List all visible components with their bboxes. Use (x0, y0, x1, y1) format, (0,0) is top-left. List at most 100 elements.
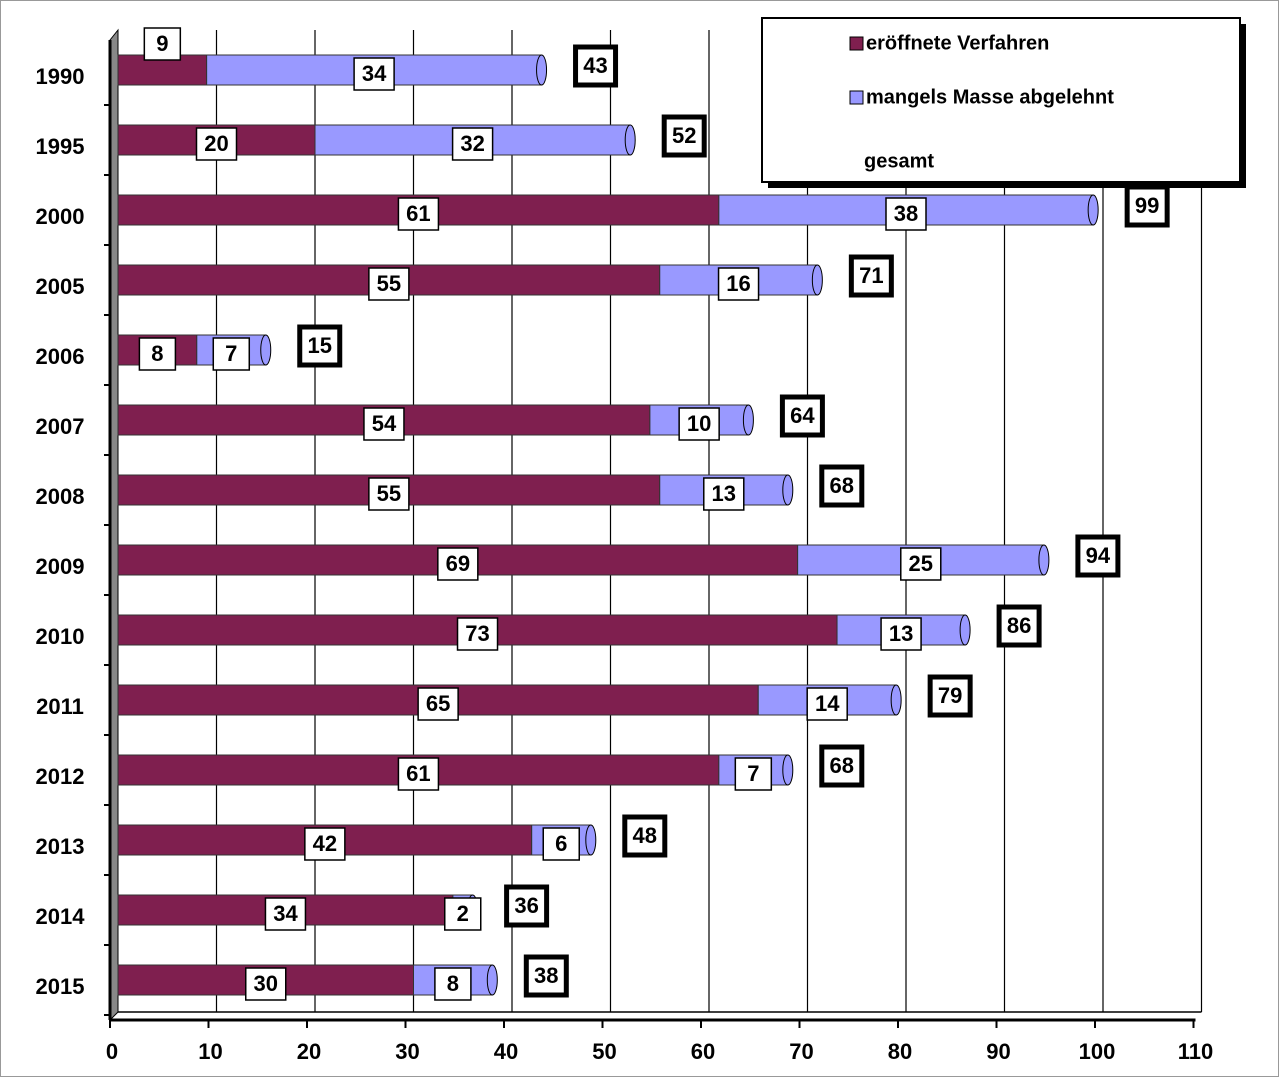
x-tick-label: 60 (691, 1039, 715, 1064)
value-label: 8 (447, 971, 459, 996)
total-label: 38 (534, 963, 558, 988)
value-label: 2 (457, 901, 469, 926)
value-label: 61 (406, 761, 430, 786)
value-label-box (444, 897, 482, 931)
x-tick-label: 40 (494, 1039, 518, 1064)
value-label-box (717, 267, 760, 301)
value-label-box (397, 757, 440, 791)
y-tick-label: 2013 (36, 834, 85, 859)
value-label: 69 (446, 551, 470, 576)
value-label: 32 (460, 131, 484, 156)
total-label-box (297, 324, 343, 368)
legend-swatch (849, 36, 864, 51)
y-tick-label: 1995 (36, 134, 85, 159)
y-tick-label: 2011 (36, 694, 84, 719)
y-tick-label: 2005 (36, 274, 85, 299)
x-tick-label: 0 (106, 1039, 118, 1064)
value-label-box (417, 687, 459, 721)
value-label-box (437, 547, 479, 581)
x-tick-label: 90 (986, 1039, 1010, 1064)
value-label-box (678, 407, 720, 441)
value-label: 61 (406, 201, 430, 226)
bar-cap (959, 614, 971, 646)
value-label: 16 (726, 271, 750, 296)
value-label: 13 (889, 621, 913, 646)
bar-cap (536, 54, 548, 86)
bar-cap (742, 404, 754, 436)
value-label-box (368, 267, 410, 301)
x-tick-label: 50 (592, 1039, 616, 1064)
legend-swatch (849, 90, 864, 105)
bar-cap (486, 964, 498, 996)
x-tick-label: 110 (1178, 1039, 1214, 1064)
value-label: 7 (225, 341, 237, 366)
total-label: 64 (790, 403, 815, 428)
value-label-box (245, 967, 287, 1001)
total-label: 71 (859, 263, 883, 288)
value-label-box (806, 687, 848, 721)
value-label-box (143, 27, 182, 61)
bar-cap (782, 474, 794, 506)
value-label: 25 (909, 551, 933, 576)
value-label-box (880, 617, 922, 651)
value-label-box (138, 337, 177, 371)
value-label-box (195, 127, 238, 161)
x-tick-label: 100 (1079, 1039, 1116, 1064)
value-label: 30 (254, 971, 278, 996)
total-label-box (504, 884, 550, 928)
value-label: 8 (151, 341, 163, 366)
total-label: 36 (514, 893, 538, 918)
value-label-box (397, 197, 440, 231)
bar-cap (811, 264, 823, 296)
bar-cap (1087, 194, 1099, 226)
y-tick-label: 2000 (36, 204, 85, 229)
total-label-box (848, 254, 894, 298)
value-label: 14 (815, 691, 840, 716)
value-label: 13 (712, 481, 736, 506)
total-label-box (996, 604, 1042, 648)
total-label-box (1075, 534, 1121, 578)
value-label-box (434, 967, 472, 1001)
y-tick-label: 2006 (36, 344, 85, 369)
legend-label: mangels Masse abgelehnt (866, 86, 1114, 108)
total-label: 43 (583, 53, 607, 78)
value-label: 42 (313, 831, 337, 856)
x-tick-label: 20 (297, 1039, 321, 1064)
value-label-box (542, 827, 580, 861)
value-label: 34 (362, 61, 387, 86)
value-label-box (885, 197, 927, 231)
x-tick-label: 80 (888, 1039, 912, 1064)
total-label: 86 (1007, 613, 1031, 638)
value-label: 55 (377, 481, 401, 506)
y-tick-label: 2014 (36, 904, 86, 929)
value-label-box (451, 127, 494, 161)
value-label: 54 (372, 411, 397, 436)
value-label-box (212, 337, 251, 371)
total-label: 15 (308, 333, 332, 358)
legend (761, 17, 1241, 183)
plot-back (108, 28, 1203, 1022)
value-label-box (363, 407, 405, 441)
value-label: 7 (747, 761, 759, 786)
value-label: 38 (894, 201, 918, 226)
value-label-box (900, 547, 942, 581)
legend-label: eröffnete Verfahren (866, 32, 1049, 54)
total-label-box (661, 114, 707, 158)
value-label: 6 (555, 831, 567, 856)
total-label: 79 (938, 683, 962, 708)
total-label: 48 (633, 823, 657, 848)
x-tick-label: 10 (198, 1039, 222, 1064)
value-label-box (264, 897, 307, 931)
bar-cap (585, 824, 597, 856)
total-label-box (573, 44, 619, 88)
bar-cap (1038, 544, 1050, 576)
total-label-box (779, 394, 825, 438)
bar-cap (890, 684, 902, 716)
value-label-box (368, 477, 410, 511)
legend-label: gesamt (864, 150, 934, 172)
value-label-box (703, 477, 745, 511)
value-label: 10 (687, 411, 711, 436)
value-label: 65 (426, 691, 450, 716)
value-label-box (456, 617, 499, 651)
